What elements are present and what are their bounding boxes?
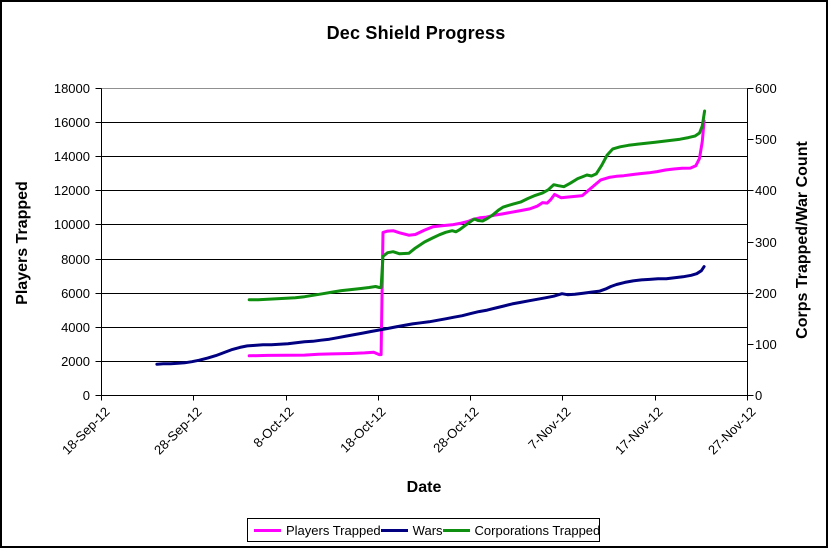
legend: Players Trapped Wars Corporations Trappe… xyxy=(247,518,600,542)
left-axis-tick-label: 8000 xyxy=(61,251,90,267)
series-line-wars xyxy=(155,265,706,366)
right-axis-tick-label: 600 xyxy=(755,81,777,96)
left-axis-tick-label: 10000 xyxy=(53,217,90,233)
right-axis-tick-label: 500 xyxy=(755,132,777,148)
legend-swatch-wars xyxy=(380,528,408,532)
left-axis-tick-label: 6000 xyxy=(61,285,90,301)
right-axis-tick-label: 200 xyxy=(755,285,777,301)
legend-swatch-players-trapped xyxy=(254,528,281,532)
legend-item-players-trapped: Players Trapped xyxy=(254,523,381,538)
right-axis-tick-label: 400 xyxy=(755,183,777,199)
right-axis-title: Corps Trapped/War Count xyxy=(794,141,811,339)
right-axis-tick-label: 300 xyxy=(755,234,777,250)
left-axis-tick-label: 2000 xyxy=(61,353,90,369)
x-axis-title: Date xyxy=(406,479,442,496)
legend-label-players-trapped: Players Trapped xyxy=(286,522,381,538)
series-line-players-trapped xyxy=(247,119,706,358)
left-axis-tick-label: 12000 xyxy=(53,183,90,199)
left-axis-tick-label: 14000 xyxy=(53,149,90,165)
left-axis-tick-label: 18000 xyxy=(53,81,90,96)
chart-title: Dec Shield Progress xyxy=(326,23,506,43)
series-line-corporations-trapped xyxy=(247,109,707,302)
right-axis-tick-label: 0 xyxy=(755,388,763,403)
left-axis-tick-label: 16000 xyxy=(53,115,90,131)
left-axis-tick-label: 4000 xyxy=(61,319,90,335)
legend-swatch-corporations-trapped xyxy=(442,528,470,532)
left-axis-tick-label: 0 xyxy=(82,388,90,403)
legend-label-corporations-trapped: Corporations Trapped xyxy=(474,522,601,538)
legend-item-wars: Wars xyxy=(380,522,443,538)
legend-label-wars: Wars xyxy=(412,522,443,538)
legend-item-corporations-trapped: Corporations Trapped xyxy=(442,522,601,538)
right-axis-tick-label: 100 xyxy=(755,336,777,352)
